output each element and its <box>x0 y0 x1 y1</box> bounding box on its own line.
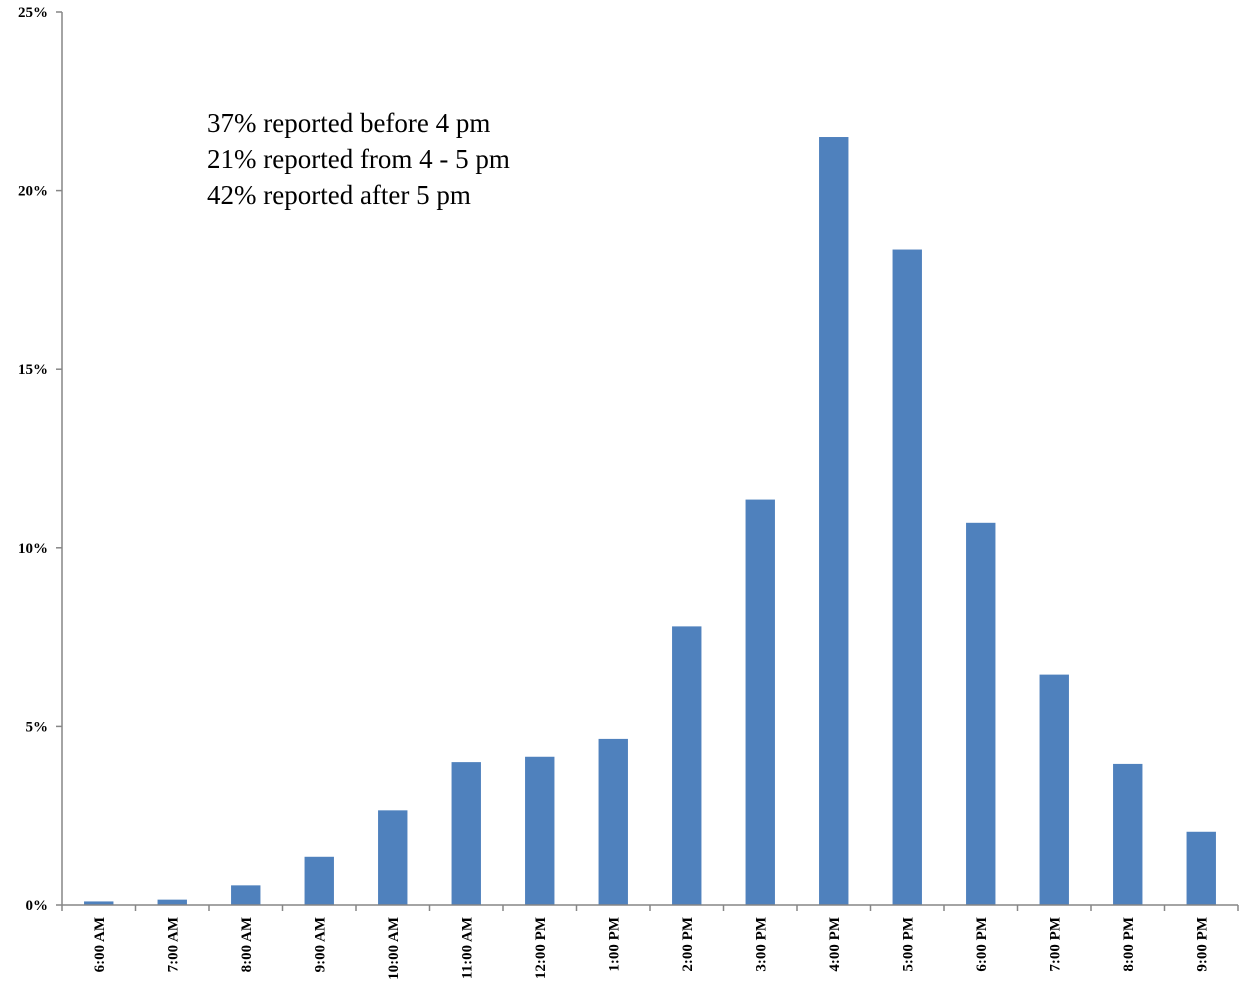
bar-9-00-pm <box>1186 831 1216 905</box>
bar-3-00-pm <box>745 499 775 905</box>
annotation-line-1: 37% reported before 4 pm <box>207 108 490 138</box>
bar-12-00-pm <box>525 756 555 905</box>
x-tick-label: 8:00 PM <box>1121 917 1137 972</box>
bar-2-00-pm <box>672 626 702 905</box>
y-tick-label: 0% <box>26 898 49 914</box>
bars-group <box>84 137 1216 906</box>
x-tick-label: 9:00 AM <box>312 917 328 972</box>
x-tick-label: 5:00 PM <box>900 917 916 972</box>
x-tick-label: 6:00 AM <box>92 917 108 972</box>
bar-10-00-am <box>378 810 408 905</box>
x-tick-label: 12:00 PM <box>533 917 549 979</box>
bar-9-00-am <box>304 856 334 905</box>
x-tick-label: 4:00 PM <box>827 917 843 972</box>
x-tick-label: 1:00 PM <box>606 917 622 972</box>
y-tick-label: 10% <box>18 541 48 557</box>
x-tick-label: 11:00 AM <box>459 917 475 979</box>
bar-7-00-am <box>157 899 187 905</box>
x-ticks-group: 6:00 AM 7:00 AM 8:00 AM 9:00 AM 10:00 AM 11:0… <box>61 905 1239 980</box>
bar-8-00-am <box>231 885 261 905</box>
x-tick-label: 8:00 AM <box>239 917 255 972</box>
x-tick-label: 7:00 PM <box>1047 917 1063 972</box>
annotation-line-2: 21% reported from 4 - 5 pm <box>207 144 510 174</box>
y-tick-label: 20% <box>18 184 48 200</box>
bar-4-00-pm <box>819 137 849 905</box>
bar-11-00-am <box>451 762 481 905</box>
bar-5-00-pm <box>892 249 922 906</box>
bar-1-00-pm <box>598 738 628 905</box>
x-tick-label: 3:00 PM <box>753 917 769 972</box>
annotation-line-3: 42% reported after 5 pm <box>207 180 471 210</box>
y-tick-label: 5% <box>26 719 49 735</box>
bar-6-00-am <box>84 901 114 905</box>
x-tick-label: 6:00 PM <box>974 917 990 972</box>
x-tick-label: 10:00 AM <box>386 917 402 980</box>
y-tick-label: 25% <box>18 5 48 21</box>
y-ticks-group: 0% 5% 10% 15% 20% 25% <box>18 5 62 914</box>
x-tick-label: 2:00 PM <box>680 917 696 972</box>
x-tick-label: 9:00 PM <box>1194 917 1210 972</box>
annotation-block: 37% reported before 4 pm 21% reported fr… <box>207 108 510 210</box>
bar-8-00-pm <box>1113 763 1143 905</box>
x-tick-label: 7:00 AM <box>165 917 181 972</box>
bar-6-00-pm <box>966 522 996 905</box>
bar-7-00-pm <box>1039 674 1069 905</box>
y-tick-label: 15% <box>18 362 48 378</box>
